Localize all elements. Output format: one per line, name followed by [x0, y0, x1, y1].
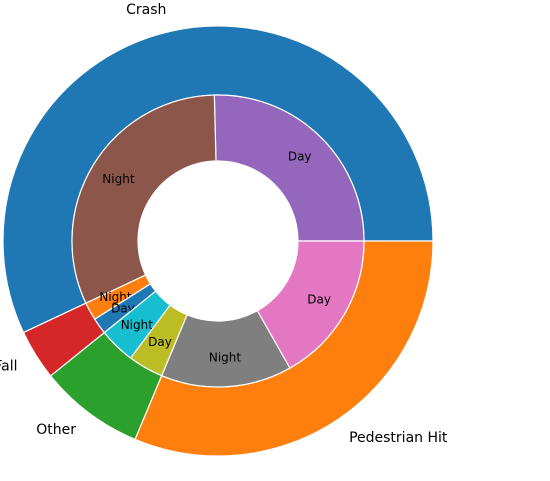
outer-label-other: Other — [36, 422, 76, 438]
inner-label-other-day: Day — [148, 335, 172, 349]
inner-slice-crash-night — [71, 94, 217, 304]
outer-label-occupant-fall: Occupant Fall — [0, 358, 18, 374]
inner-label-crash-night: Night — [102, 172, 135, 186]
outer-label-crash: Crash — [126, 2, 166, 18]
inner-label-crash-day: Day — [288, 150, 312, 164]
inner-slice-pedestrian-hit-day — [256, 240, 365, 369]
inner-label-pedestrian-hit-day: Day — [307, 292, 331, 306]
outer-label-pedestrian-hit: Pedestrian Hit — [349, 430, 448, 446]
inner-label-pedestrian-hit-night: Night — [209, 350, 242, 364]
inner-slice-crash-day — [213, 94, 365, 242]
inner-label-other-night: Night — [121, 318, 154, 332]
